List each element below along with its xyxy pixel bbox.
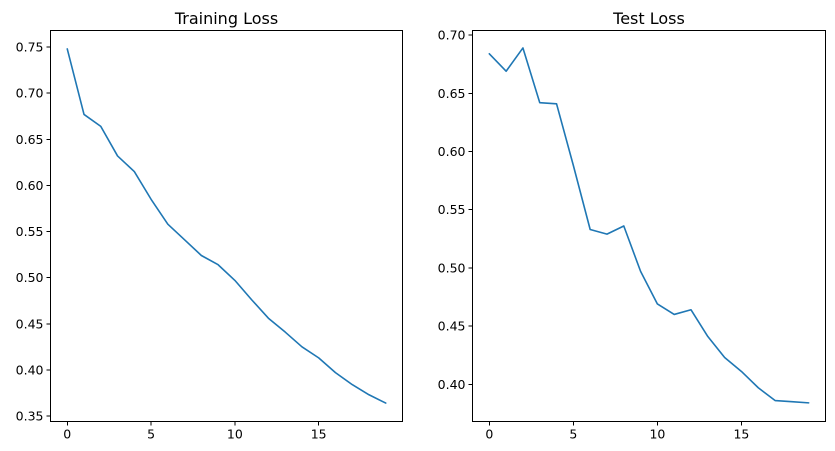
y-tick-label: 0.60 [16,178,44,193]
y-tick-label: 0.40 [16,362,44,377]
x-tick-label: 10 [227,427,243,442]
chart-title: Test Loss [612,9,685,28]
y-tick-label: 0.40 [438,377,466,392]
y-tick-label: 0.35 [16,408,44,423]
y-tick-label: 0.75 [16,40,44,55]
x-tick-label: 0 [485,427,493,442]
x-tick-label: 5 [569,427,577,442]
y-tick-label: 0.50 [438,260,466,275]
y-tick-label: 0.55 [438,202,466,217]
axes-frame [472,30,826,422]
plot-area [488,47,810,404]
x-tick-label: 5 [147,427,155,442]
training-loss-panel: Training Loss 0 5 10 15 0.35 0.40 0.45 0.50 0.55… [16,9,403,442]
y-tick-label: 0.65 [438,86,466,101]
plot-area [66,48,387,404]
series-line [488,47,810,404]
y-tick-label: 0.70 [438,28,466,43]
y-tick-label: 0.45 [16,316,44,331]
axes-ticks: 0 5 10 15 0.40 0.45 0.50 0.55 0.60 0.65 0.70 [438,28,750,442]
axes-frame [50,30,403,422]
x-tick-label: 10 [649,427,665,442]
x-tick-label: 15 [311,427,327,442]
test-loss-panel: Test Loss 0 5 10 15 0.40 0.45 0.50 0.55 0.60 0.65… [438,9,826,442]
y-tick-label: 0.65 [16,132,44,147]
x-tick-label: 15 [733,427,749,442]
y-tick-label: 0.50 [16,270,44,285]
y-tick-label: 0.60 [438,144,466,159]
chart-title: Training Loss [174,9,278,28]
axes-ticks: 0 5 10 15 0.35 0.40 0.45 0.50 0.55 0.60 0.65 0.70 0.… [16,40,327,442]
y-tick-label: 0.70 [16,86,44,101]
x-tick-label: 0 [63,427,71,442]
y-tick-label: 0.55 [16,224,44,239]
series-line [66,48,387,404]
y-tick-label: 0.45 [438,319,466,334]
